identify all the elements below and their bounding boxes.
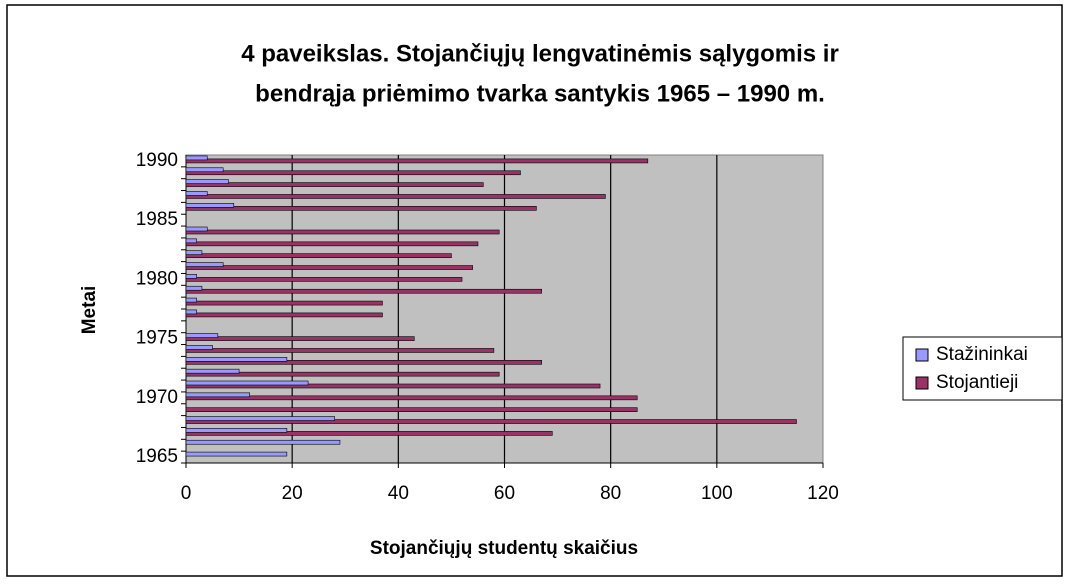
bar — [185, 333, 219, 338]
legend-label: Stojantieji — [936, 372, 1018, 393]
bar — [185, 265, 473, 270]
x-tick-label: 100 — [701, 483, 733, 504]
bar — [185, 262, 224, 267]
bar — [185, 203, 235, 208]
x-tick-label: 60 — [494, 483, 515, 504]
legend — [902, 336, 1063, 401]
x-axis-title: Stojančiųjų studentų skaičius — [370, 538, 638, 559]
bar — [185, 371, 500, 377]
bar — [185, 368, 240, 374]
bar — [185, 312, 383, 318]
bar — [185, 380, 309, 386]
bar — [185, 383, 601, 389]
x-tick-label: 80 — [600, 483, 621, 504]
bar — [185, 241, 479, 247]
bar — [185, 191, 208, 196]
y-tick-label: 1975 — [136, 328, 178, 349]
bar — [185, 274, 197, 279]
legend-swatch — [915, 348, 929, 362]
y-tick-label: 1965 — [136, 446, 178, 467]
bar — [185, 155, 208, 161]
bar — [185, 392, 251, 398]
bar — [185, 407, 638, 412]
bar — [185, 439, 341, 445]
bar — [185, 158, 649, 164]
x-tick-label: 120 — [807, 483, 839, 504]
chart-title: 4 paveikslas. Stojančiųjų lengvatinėmis … — [241, 40, 839, 67]
x-tick-label: 20 — [282, 483, 303, 504]
bar — [185, 288, 542, 294]
bar — [185, 451, 288, 457]
bar — [185, 285, 203, 291]
bar — [185, 309, 197, 315]
bar — [185, 253, 452, 258]
bar — [185, 167, 224, 173]
bar — [185, 416, 335, 421]
bar — [185, 182, 484, 187]
y-tick-label: 1985 — [136, 209, 178, 230]
bar — [185, 226, 208, 232]
bar — [185, 206, 537, 211]
bar — [185, 179, 229, 184]
bar — [185, 419, 797, 424]
bar — [185, 395, 638, 401]
y-tick-label: 1980 — [136, 268, 178, 289]
bar — [185, 170, 521, 176]
legend-label: Stažininkai — [936, 344, 1028, 365]
bar — [185, 428, 288, 433]
bar — [185, 336, 415, 341]
legend-swatch — [915, 376, 929, 390]
bar — [185, 297, 197, 303]
y-tick-label: 1990 — [136, 150, 178, 171]
bar — [185, 348, 495, 353]
x-tick-label: 40 — [388, 483, 409, 504]
bar — [185, 345, 213, 350]
bar — [185, 357, 288, 362]
bar — [185, 277, 463, 282]
bar — [185, 194, 606, 199]
bar — [185, 250, 203, 255]
bar — [185, 238, 197, 244]
bar — [185, 300, 383, 306]
chart-title: bendrąja priėmimo tvarka santykis 1965 –… — [255, 80, 825, 107]
y-tick-label: 1970 — [136, 387, 178, 408]
y-axis-title: Metai — [79, 286, 100, 335]
bar — [185, 431, 553, 436]
bar — [185, 360, 542, 365]
bar — [185, 229, 500, 235]
x-tick-label: 0 — [181, 483, 192, 504]
